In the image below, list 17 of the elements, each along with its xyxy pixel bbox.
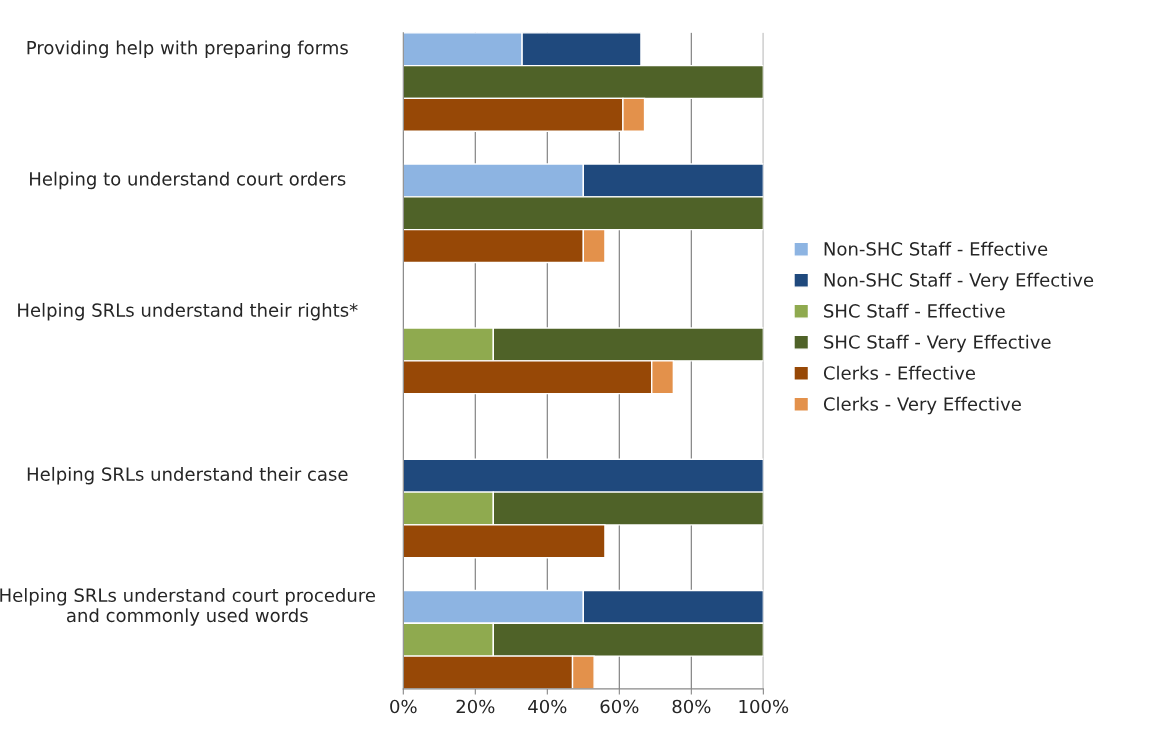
x-tick-label: 0% (390, 699, 417, 714)
legend-label: SHC Staff - Very Effective (824, 334, 1051, 353)
y-tick-label: Providing help with preparing forms (27, 40, 348, 58)
y-tick-label: Helping SRLs understand court procedure and commonly used words (0, 588, 375, 626)
x-tick-label: 20% (456, 699, 495, 714)
legend-label: SHC Staff - Effective (824, 303, 1005, 318)
x-tick-label: 80% (672, 699, 711, 714)
y-tick-label: Helping SRLs understand their case (27, 466, 348, 485)
legend-label: Non-SHC Staff - Effective (824, 241, 1048, 256)
legend-label: Clerks - Very Effective (823, 396, 1021, 415)
legend-label: Clerks - Effective (823, 365, 975, 380)
legend-label: Non-SHC Staff - Very Effective (824, 272, 1094, 291)
x-tick-label: 100% (739, 699, 789, 714)
x-tick-label: 60% (600, 699, 639, 714)
y-tick-label: Helping to understand court orders (30, 171, 346, 190)
y-tick-label: Helping SRLs understand their rights* (18, 302, 358, 321)
x-tick-label: 40% (528, 699, 567, 714)
